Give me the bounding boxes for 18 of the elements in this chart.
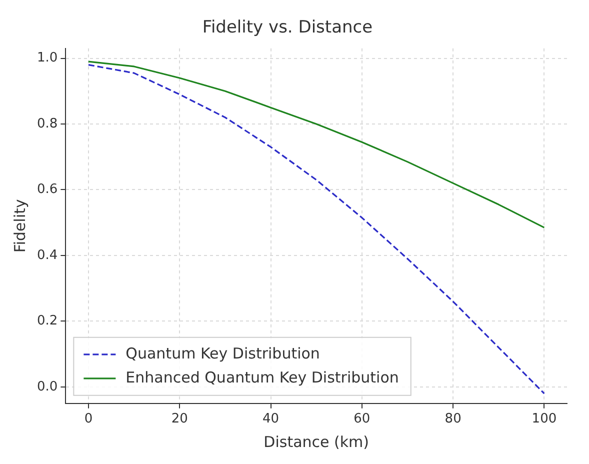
x-tick-label: 100 xyxy=(532,412,557,427)
legend-label: Quantum Key Distribution xyxy=(126,344,320,362)
x-tick-label: 20 xyxy=(171,412,188,427)
y-tick-label: 1.0 xyxy=(36,50,58,66)
y-tick-label: 0.2 xyxy=(36,314,58,329)
y-tick-label: 0.4 xyxy=(36,248,58,263)
x-tick-label: 80 xyxy=(444,412,462,427)
y-tick-label: 0.8 xyxy=(36,116,58,132)
x-tick-label: 40 xyxy=(262,412,280,427)
x-tick-label: 60 xyxy=(354,412,370,427)
y-tick-label: 0.0 xyxy=(36,379,58,394)
chart-title: Fidelity vs. Distance xyxy=(202,18,373,38)
legend-label: Enhanced Quantum Key Distribution xyxy=(126,368,399,386)
y-axis-title: Fidelity xyxy=(10,199,29,253)
line-series xyxy=(88,64,546,394)
x-axis-title: Distance (km) xyxy=(264,432,370,451)
y-tick-label: 0.6 xyxy=(36,182,58,198)
x-tick-label: 0 xyxy=(84,412,93,427)
